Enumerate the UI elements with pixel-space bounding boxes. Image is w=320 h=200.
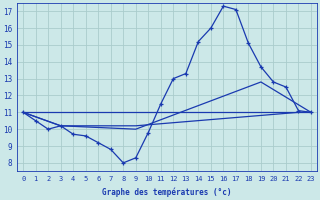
X-axis label: Graphe des températures (°c): Graphe des températures (°c) bbox=[102, 188, 232, 197]
